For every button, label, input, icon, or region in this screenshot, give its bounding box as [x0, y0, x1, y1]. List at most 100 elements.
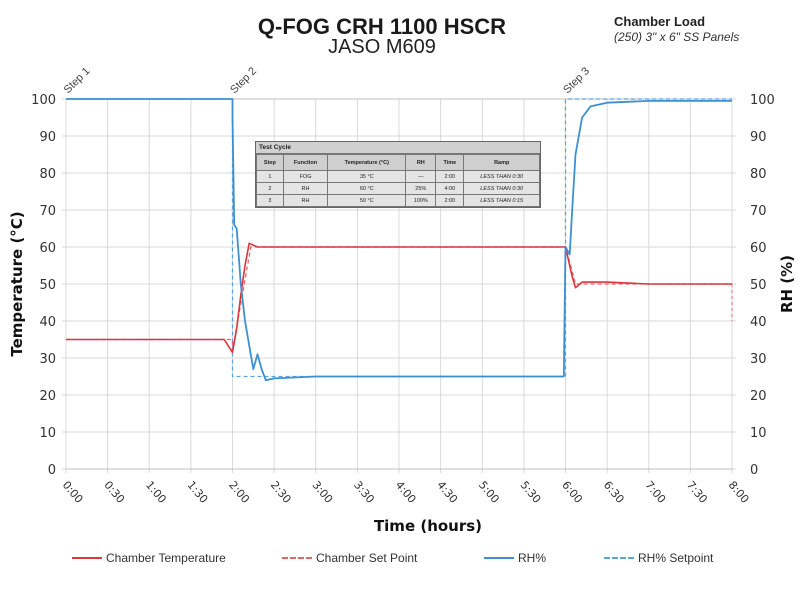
y-left-tick-label: 60: [39, 241, 56, 256]
y-axis-left: 0 10 20 30 40 50 60 70 80 90 100: [31, 93, 56, 478]
dashed-line-swatch-icon: [604, 557, 634, 559]
x-tick-label: 0:00: [60, 479, 86, 506]
table-row: 3 RH 50 °C 100% 2:00 LESS THAN 0:15: [256, 194, 540, 207]
cell-temperature: 35 °C: [327, 170, 407, 183]
legend-label: Chamber Set Point: [316, 551, 418, 565]
header-rh: RH: [405, 154, 437, 171]
y-right-tick-label: 10: [750, 426, 767, 441]
cell-rh: 25%: [405, 182, 437, 195]
series-chamber-temperature: [66, 242, 732, 354]
y-right-tick-label: 100: [750, 93, 775, 108]
solid-line-swatch-icon: [72, 557, 102, 559]
x-tick-label: 3:00: [309, 479, 335, 506]
legend-item-rh: RH%: [484, 551, 546, 565]
y-left-tick-label: 0: [48, 463, 56, 478]
x-tick-label: 4:00: [393, 479, 419, 506]
dashed-line-swatch-icon: [282, 557, 312, 559]
header-ramp: Ramp: [463, 154, 540, 171]
y-left-tick-label: 10: [39, 426, 56, 441]
y-right-tick-label: 80: [750, 167, 767, 182]
cell-ramp: LESS THAN 0:15: [463, 194, 540, 207]
y-left-tick-label: 80: [39, 167, 56, 182]
table-row: 1 FOG 35 °C — 2:00 LESS THAN 0:30: [256, 170, 540, 183]
y-right-tick-label: 40: [750, 315, 767, 330]
chart-subtitle: JASO M609: [328, 36, 436, 58]
header-function: Function: [282, 154, 329, 171]
chamber-load-value: (250) 3" x 6" SS Panels: [614, 30, 740, 44]
y-left-tick-label: 70: [39, 204, 56, 219]
y-left-tick-label: 50: [39, 278, 56, 293]
cell-temperature: 60 °C: [327, 182, 407, 195]
cell-ramp: LESS THAN 0:30: [463, 182, 540, 195]
cell-function: FOG: [282, 170, 329, 183]
x-tick-label: 4:30: [434, 479, 460, 506]
y-right-tick-label: 70: [750, 204, 767, 219]
test-cycle-grid: Step Function Temperature (°C) RH Time R…: [256, 154, 540, 207]
chamber-load-label: Chamber Load: [614, 14, 706, 29]
y-axis-left-title: Temperature (°C): [8, 211, 26, 356]
series-chamber-set-point: [66, 246, 732, 352]
x-tick-label: 5:00: [476, 479, 502, 506]
y-axis-right-title: RH (%): [778, 255, 796, 313]
legend-label: RH%: [518, 551, 547, 565]
y-right-tick-label: 50: [750, 278, 767, 293]
header-time: Time: [435, 154, 465, 171]
test-cycle-table: Test Cycle Step Function Temperature (°C…: [255, 141, 541, 208]
y-left-tick-label: 100: [31, 93, 56, 108]
cell-step: 1: [256, 170, 284, 183]
legend-item-chamber-set-point: Chamber Set Point: [282, 551, 417, 565]
step-label: Step 3: [561, 65, 592, 96]
header-step: Step: [256, 154, 284, 171]
x-tick-label: 1:30: [185, 479, 211, 506]
x-axis-title: Time (hours): [374, 517, 482, 535]
y-left-tick-label: 90: [39, 130, 56, 145]
x-tick-label: 3:30: [351, 479, 377, 506]
cell-function: RH: [282, 182, 329, 195]
x-tick-label: 6:00: [559, 479, 585, 506]
legend-label: Chamber Temperature: [106, 551, 226, 565]
chart-legend: Chamber Temperature Chamber Set Point RH…: [0, 551, 800, 571]
x-axis: 0:00 0:30 1:00 1:30 2:00 2:30 3:00 3:30 4:00 4:30…: [60, 479, 752, 506]
cell-time: 2:00: [435, 170, 465, 183]
x-tick-label: 2:30: [268, 479, 294, 506]
chamber-load-note: Chamber Load (250) 3" x 6" SS Panels: [614, 14, 739, 44]
legend-item-chamber-temperature: Chamber Temperature: [72, 551, 226, 565]
x-tick-label: 2:00: [226, 479, 252, 506]
y-left-tick-label: 20: [39, 389, 56, 404]
step-markers: Step 1 Step 2 Step 3: [62, 65, 592, 96]
x-tick-label: 0:30: [101, 479, 127, 506]
x-tick-label: 1:00: [143, 479, 169, 506]
legend-label: RH% Setpoint: [638, 551, 714, 565]
cell-rh: 100%: [405, 194, 437, 207]
cell-ramp: LESS THAN 0:30: [463, 170, 540, 183]
x-tick-label: 7:30: [684, 479, 710, 506]
solid-line-swatch-icon: [484, 557, 514, 559]
header-temperature: Temperature (°C): [327, 154, 407, 171]
y-right-tick-label: 20: [750, 389, 767, 404]
x-tick-label: 8:00: [726, 479, 752, 506]
x-tick-label: 7:00: [642, 479, 668, 506]
cell-temperature: 50 °C: [327, 194, 407, 207]
y-axis-right: 0 10 20 30 40 50 60 70 80 90 100: [750, 93, 775, 478]
y-right-tick-label: 30: [750, 352, 767, 367]
table-row: 2 RH 60 °C 25% 4:00 LESS THAN 0:30: [256, 182, 540, 195]
cell-time: 4:00: [435, 182, 465, 195]
step-label: Step 2: [228, 65, 259, 96]
y-left-tick-label: 30: [39, 352, 56, 367]
cell-step: 2: [256, 182, 284, 195]
legend-item-rh-setpoint: RH% Setpoint: [604, 551, 713, 565]
step-label: Step 1: [62, 65, 93, 96]
chart-title: Q-FOG CRH 1100 HSCR: [257, 14, 507, 39]
cell-function: RH: [282, 194, 329, 207]
test-cycle-caption: Test Cycle: [256, 142, 540, 154]
cell-rh: —: [405, 170, 437, 183]
cell-time: 2:00: [435, 194, 465, 207]
y-right-tick-label: 0: [750, 463, 758, 478]
x-tick-label: 6:30: [601, 479, 627, 506]
cell-step: 3: [256, 194, 284, 207]
y-right-tick-label: 60: [750, 241, 767, 256]
y-right-tick-label: 90: [750, 130, 767, 145]
y-left-tick-label: 40: [39, 315, 56, 330]
x-tick-label: 5:30: [518, 479, 544, 506]
